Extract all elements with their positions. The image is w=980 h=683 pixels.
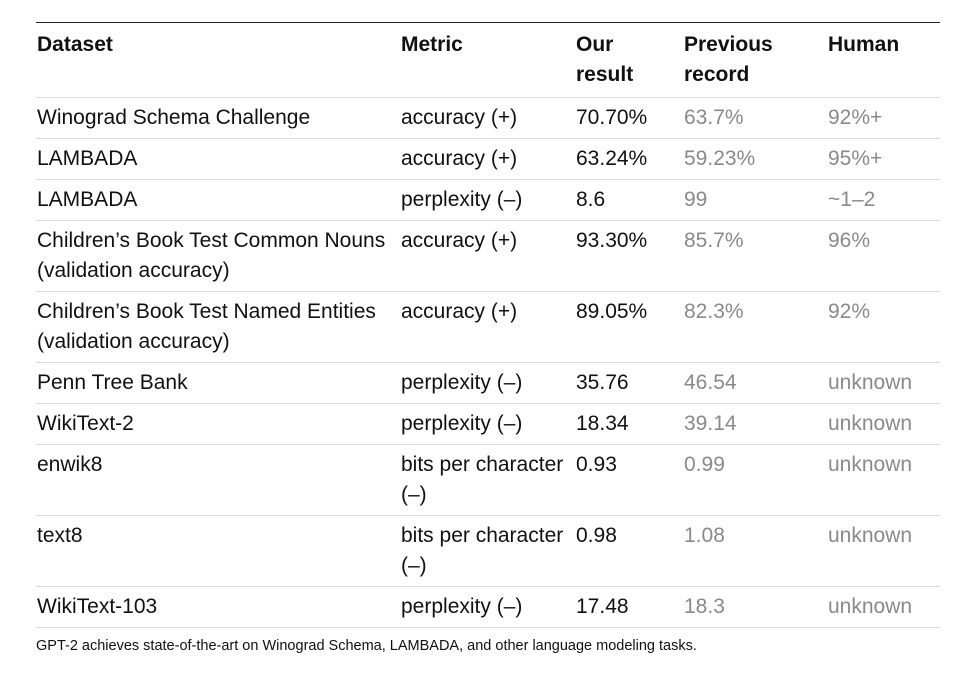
cell-human: unknown <box>827 515 940 587</box>
cell-our-result: 18.34 <box>575 403 683 445</box>
cell-previous-record: 39.14 <box>683 403 827 445</box>
cell-metric: perplexity (–) <box>400 362 575 404</box>
table-header-row: Dataset Metric Our result Previous recor… <box>36 22 940 98</box>
cell-human: 92% <box>827 291 940 363</box>
results-table: Dataset Metric Our result Previous recor… <box>36 22 940 628</box>
table-row: Penn Tree Bank perplexity (–) 35.76 46.5… <box>36 362 940 404</box>
cell-dataset: WikiText-2 <box>36 403 400 445</box>
cell-human: 92%+ <box>827 97 940 139</box>
table-row: LAMBADA accuracy (+) 63.24% 59.23% 95%+ <box>36 138 940 180</box>
table-row: WikiText-103 perplexity (–) 17.48 18.3 u… <box>36 586 940 628</box>
cell-human: unknown <box>827 586 940 628</box>
cell-human: unknown <box>827 362 940 404</box>
cell-previous-record: 46.54 <box>683 362 827 404</box>
cell-human: 96% <box>827 220 940 292</box>
cell-previous-record: 18.3 <box>683 586 827 628</box>
cell-previous-record: 85.7% <box>683 220 827 292</box>
table-row: Winograd Schema Challenge accuracy (+) 7… <box>36 97 940 139</box>
header-metric: Metric <box>400 22 575 98</box>
cell-previous-record: 1.08 <box>683 515 827 587</box>
cell-our-result: 17.48 <box>575 586 683 628</box>
header-dataset: Dataset <box>36 22 400 98</box>
table-row: text8 bits per character (–) 0.98 1.08 u… <box>36 515 940 587</box>
cell-our-result: 0.98 <box>575 515 683 587</box>
cell-human: unknown <box>827 403 940 445</box>
cell-our-result: 63.24% <box>575 138 683 180</box>
cell-metric: accuracy (+) <box>400 291 575 363</box>
cell-previous-record: 99 <box>683 179 827 221</box>
table-row: LAMBADA perplexity (–) 8.6 99 ~1–2 <box>36 179 940 221</box>
cell-human: unknown <box>827 444 940 516</box>
table-row: Children’s Book Test Named Entities (val… <box>36 291 940 363</box>
cell-metric: perplexity (–) <box>400 179 575 221</box>
cell-metric: accuracy (+) <box>400 97 575 139</box>
cell-our-result: 0.93 <box>575 444 683 516</box>
cell-dataset: WikiText-103 <box>36 586 400 628</box>
cell-dataset: LAMBADA <box>36 138 400 180</box>
table-row: WikiText-2 perplexity (–) 18.34 39.14 un… <box>36 403 940 445</box>
cell-our-result: 8.6 <box>575 179 683 221</box>
cell-metric: bits per character (–) <box>400 444 575 516</box>
cell-metric: perplexity (–) <box>400 586 575 628</box>
cell-metric: accuracy (+) <box>400 220 575 292</box>
header-human: Human <box>827 22 940 98</box>
cell-dataset: LAMBADA <box>36 179 400 221</box>
cell-our-result: 70.70% <box>575 97 683 139</box>
cell-dataset: Penn Tree Bank <box>36 362 400 404</box>
cell-human: 95%+ <box>827 138 940 180</box>
cell-previous-record: 82.3% <box>683 291 827 363</box>
cell-metric: perplexity (–) <box>400 403 575 445</box>
cell-our-result: 89.05% <box>575 291 683 363</box>
cell-dataset: Children’s Book Test Named Entities (val… <box>36 291 400 363</box>
table-row: enwik8 bits per character (–) 0.93 0.99 … <box>36 444 940 516</box>
header-previous-record: Previous record <box>683 22 827 98</box>
cell-previous-record: 63.7% <box>683 97 827 139</box>
cell-previous-record: 59.23% <box>683 138 827 180</box>
cell-dataset: Winograd Schema Challenge <box>36 97 400 139</box>
cell-human: ~1–2 <box>827 179 940 221</box>
cell-metric: accuracy (+) <box>400 138 575 180</box>
cell-previous-record: 0.99 <box>683 444 827 516</box>
header-our-result: Our result <box>575 22 683 98</box>
cell-dataset: text8 <box>36 515 400 587</box>
cell-our-result: 35.76 <box>575 362 683 404</box>
cell-metric: bits per character (–) <box>400 515 575 587</box>
results-figure: Dataset Metric Our result Previous recor… <box>36 22 940 656</box>
table-caption: GPT-2 achieves state-of-the-art on Winog… <box>36 638 697 654</box>
table-row: Children’s Book Test Common Nouns (valid… <box>36 220 940 292</box>
cell-our-result: 93.30% <box>575 220 683 292</box>
cell-dataset: Children’s Book Test Common Nouns (valid… <box>36 220 400 292</box>
cell-dataset: enwik8 <box>36 444 400 516</box>
